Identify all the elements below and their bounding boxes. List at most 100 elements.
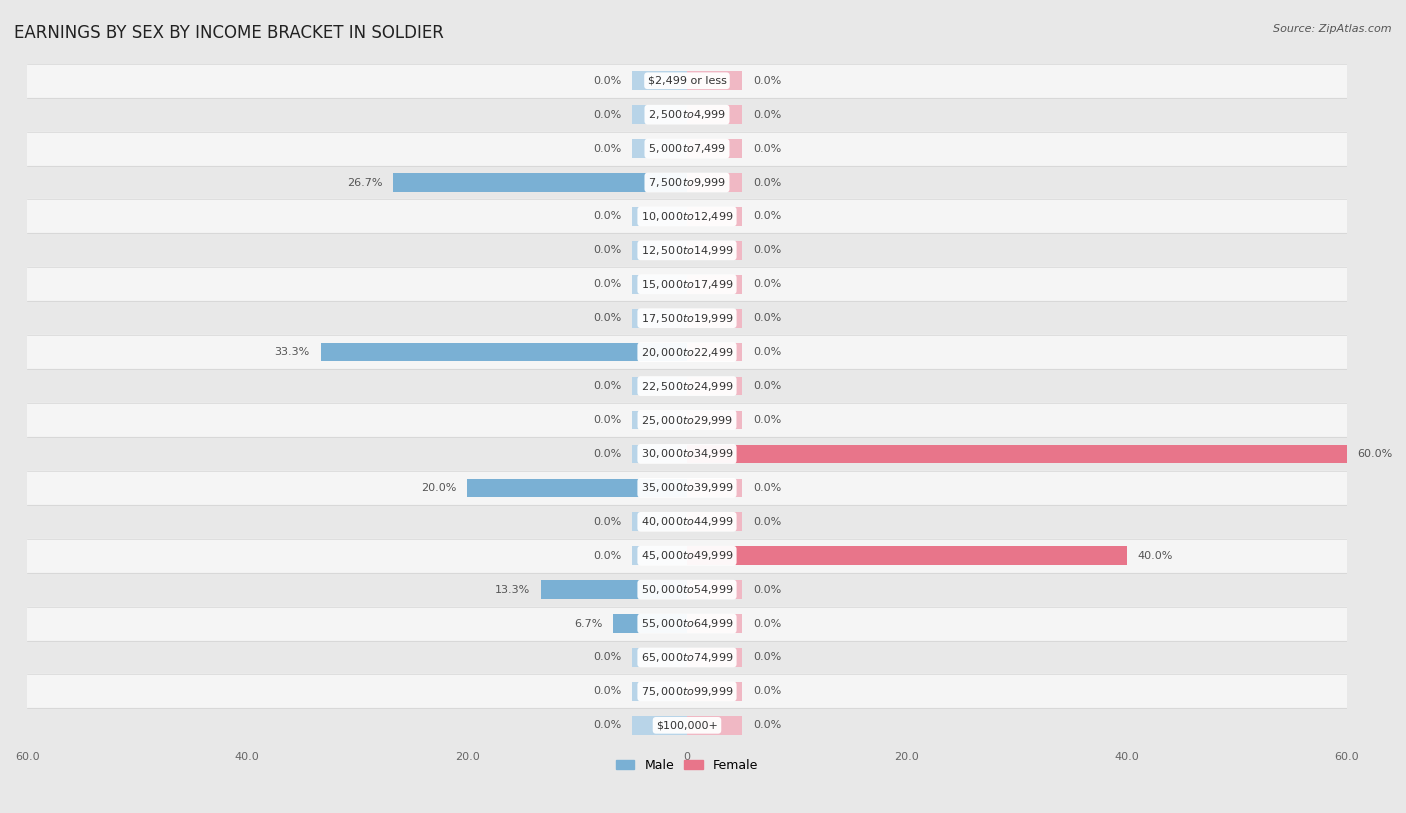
Bar: [27, 166, 1347, 199]
Bar: [688, 343, 742, 362]
Bar: [27, 505, 1347, 539]
Bar: [27, 437, 1347, 471]
Text: 0.0%: 0.0%: [593, 653, 621, 663]
Bar: [688, 376, 742, 395]
Bar: [27, 675, 1347, 708]
Bar: [688, 173, 742, 192]
Bar: [27, 403, 1347, 437]
Bar: [27, 606, 1347, 641]
Bar: [633, 682, 688, 701]
Text: $2,499 or less: $2,499 or less: [648, 76, 727, 85]
Text: $25,000 to $29,999: $25,000 to $29,999: [641, 414, 733, 427]
Text: $30,000 to $34,999: $30,000 to $34,999: [641, 447, 734, 460]
Bar: [688, 580, 742, 599]
Legend: Male, Female: Male, Female: [610, 754, 763, 776]
Bar: [27, 199, 1347, 233]
Text: 0.0%: 0.0%: [754, 483, 782, 493]
Bar: [633, 411, 688, 429]
Text: 0.0%: 0.0%: [593, 246, 621, 255]
Bar: [688, 546, 1126, 565]
Bar: [633, 376, 688, 395]
Text: Source: ZipAtlas.com: Source: ZipAtlas.com: [1274, 24, 1392, 34]
Bar: [688, 275, 742, 293]
Text: $40,000 to $44,999: $40,000 to $44,999: [641, 515, 734, 528]
Text: $22,500 to $24,999: $22,500 to $24,999: [641, 380, 734, 393]
Text: 0.0%: 0.0%: [593, 110, 621, 120]
Text: 0.0%: 0.0%: [593, 76, 621, 85]
Text: $45,000 to $49,999: $45,000 to $49,999: [641, 550, 734, 563]
Text: 0.0%: 0.0%: [754, 381, 782, 391]
Text: 60.0%: 60.0%: [1358, 449, 1393, 459]
Bar: [688, 479, 742, 498]
Bar: [633, 275, 688, 293]
Text: 26.7%: 26.7%: [347, 177, 382, 188]
Text: 0.0%: 0.0%: [593, 280, 621, 289]
Text: 0.0%: 0.0%: [754, 144, 782, 154]
Text: $65,000 to $74,999: $65,000 to $74,999: [641, 651, 734, 664]
Bar: [27, 98, 1347, 132]
Text: 0.0%: 0.0%: [593, 686, 621, 697]
Bar: [688, 241, 742, 259]
Bar: [688, 106, 742, 124]
Bar: [321, 343, 688, 362]
Text: 33.3%: 33.3%: [274, 347, 309, 357]
Bar: [541, 580, 688, 599]
Text: $15,000 to $17,499: $15,000 to $17,499: [641, 278, 734, 291]
Bar: [633, 445, 688, 463]
Text: 0.0%: 0.0%: [754, 211, 782, 221]
Text: $55,000 to $64,999: $55,000 to $64,999: [641, 617, 734, 630]
Text: 0.0%: 0.0%: [754, 720, 782, 730]
Bar: [633, 309, 688, 328]
Text: 13.3%: 13.3%: [495, 585, 530, 594]
Bar: [688, 139, 742, 158]
Bar: [613, 615, 688, 633]
Text: 0.0%: 0.0%: [754, 415, 782, 425]
Bar: [467, 479, 688, 498]
Text: 20.0%: 20.0%: [420, 483, 456, 493]
Bar: [633, 512, 688, 531]
Text: 0.0%: 0.0%: [593, 517, 621, 527]
Bar: [688, 512, 742, 531]
Bar: [633, 207, 688, 226]
Bar: [27, 641, 1347, 675]
Text: 0.0%: 0.0%: [754, 347, 782, 357]
Text: 0.0%: 0.0%: [593, 381, 621, 391]
Bar: [633, 106, 688, 124]
Bar: [688, 615, 742, 633]
Bar: [27, 335, 1347, 369]
Bar: [633, 716, 688, 735]
Bar: [27, 233, 1347, 267]
Text: 0.0%: 0.0%: [754, 76, 782, 85]
Bar: [688, 411, 742, 429]
Bar: [27, 267, 1347, 302]
Text: 0.0%: 0.0%: [754, 246, 782, 255]
Bar: [633, 72, 688, 90]
Text: 0.0%: 0.0%: [754, 110, 782, 120]
Bar: [27, 471, 1347, 505]
Text: 0.0%: 0.0%: [593, 313, 621, 324]
Bar: [633, 139, 688, 158]
Bar: [688, 716, 742, 735]
Bar: [633, 546, 688, 565]
Text: 0.0%: 0.0%: [754, 177, 782, 188]
Bar: [27, 63, 1347, 98]
Text: 0.0%: 0.0%: [754, 653, 782, 663]
Text: 0.0%: 0.0%: [754, 280, 782, 289]
Bar: [27, 132, 1347, 166]
Text: $2,500 to $4,999: $2,500 to $4,999: [648, 108, 725, 121]
Bar: [688, 207, 742, 226]
Text: $35,000 to $39,999: $35,000 to $39,999: [641, 481, 734, 494]
Text: 0.0%: 0.0%: [593, 720, 621, 730]
Text: 0.0%: 0.0%: [754, 585, 782, 594]
Bar: [27, 369, 1347, 403]
Text: $100,000+: $100,000+: [657, 720, 718, 730]
Text: $20,000 to $22,499: $20,000 to $22,499: [641, 346, 734, 359]
Text: $17,500 to $19,999: $17,500 to $19,999: [641, 311, 734, 324]
Bar: [27, 572, 1347, 606]
Text: 40.0%: 40.0%: [1137, 550, 1173, 561]
Text: 0.0%: 0.0%: [754, 517, 782, 527]
Text: $12,500 to $14,999: $12,500 to $14,999: [641, 244, 734, 257]
Bar: [688, 648, 742, 667]
Bar: [633, 241, 688, 259]
Text: 0.0%: 0.0%: [593, 144, 621, 154]
